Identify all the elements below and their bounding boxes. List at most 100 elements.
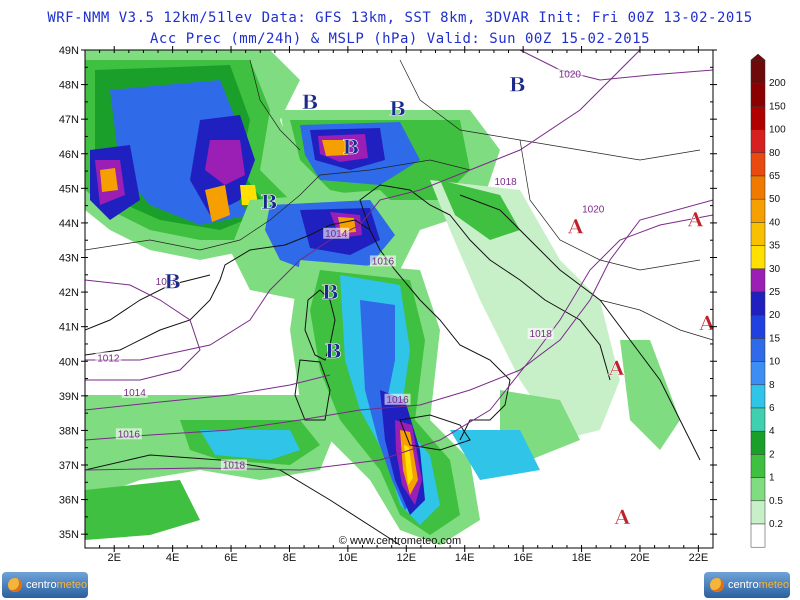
lat-tick-label: 38N: [59, 425, 79, 437]
lon-tick-label: 8E: [283, 552, 296, 564]
isobar-label: 1010: [156, 277, 179, 288]
lon-tick-label: 4E: [166, 552, 179, 564]
legend-swatch: [750, 175, 766, 200]
lat-tick-label: 46N: [59, 149, 79, 161]
legend-label: 1: [769, 473, 775, 484]
lat-tick-label: 43N: [59, 253, 79, 265]
isobar-label: 1016: [118, 429, 141, 440]
isobar-label-bg: [95, 352, 122, 364]
isobar-label-bg: [580, 203, 607, 215]
legend-swatch: [750, 430, 766, 455]
isobar-label: 1018: [223, 460, 246, 471]
lat-tick-label: 36N: [59, 495, 79, 507]
lat-tick-label: 48N: [59, 80, 79, 92]
legend-label: 6: [769, 403, 775, 414]
lon-tick-label: 22E: [689, 552, 709, 564]
lon-tick-label: 18E: [572, 552, 592, 564]
legend-swatch: [750, 291, 766, 316]
isobar-label-bg: [369, 255, 396, 267]
logo-text-left: centro: [26, 579, 57, 591]
legend-label: 8: [769, 380, 775, 391]
lat-tick-label: 37N: [59, 460, 79, 472]
legend-swatch: [750, 152, 766, 177]
legend-label: 40: [769, 217, 781, 228]
legend-label: 0.5: [769, 496, 783, 507]
legend-swatch: [750, 384, 766, 409]
legend-label: 15: [769, 333, 781, 344]
low-pressure-center: B: [322, 280, 339, 304]
sun-icon: [8, 578, 22, 592]
legend-swatch: [750, 222, 766, 246]
lon-tick-label: 20E: [630, 552, 650, 564]
high-pressure-center: A: [614, 505, 631, 529]
country-borders: [85, 59, 713, 341]
lat-tick-label: 42N: [59, 287, 79, 299]
watermark: © www.centrometeo.com: [339, 535, 461, 547]
isobar-label-bg: [323, 227, 350, 239]
high-pressure-center: A: [567, 214, 584, 238]
isobar-label: 1014: [124, 388, 147, 399]
isobar-label-bg: [153, 276, 180, 288]
lon-tick-label: 14E: [455, 552, 475, 564]
isobar-label: 1020: [582, 205, 605, 216]
isobar-lines: [85, 50, 713, 471]
lat-tick-label: 39N: [59, 391, 79, 403]
legend-swatch: [750, 523, 766, 548]
map-frame: [84, 49, 714, 549]
isobar-label: 1012: [97, 353, 120, 364]
legend-swatch: [750, 198, 766, 223]
legend-label: 35: [769, 241, 781, 252]
legend-swatch: [750, 59, 766, 84]
centrometeo-logo-left: centro meteo: [2, 572, 88, 598]
low-pressure-center: B: [342, 135, 359, 159]
precipitation-field: [85, 50, 680, 545]
high-pressure-center: A: [698, 311, 715, 335]
lat-tick-label: 45N: [59, 183, 79, 195]
high-pressure-center: A: [687, 207, 704, 231]
isobar-label-bg: [556, 68, 583, 80]
sun-icon: [710, 578, 724, 592]
legend-swatch: [750, 245, 766, 270]
lon-tick-label: 16E: [513, 552, 533, 564]
legend-label: 80: [769, 148, 781, 159]
legend-label: 10: [769, 357, 781, 368]
legend-label: 50: [769, 194, 781, 205]
legend-swatch: [750, 82, 766, 107]
low-pressure-center: B: [325, 339, 342, 363]
legend-label: 200: [769, 78, 786, 89]
logo-text-left-accent: meteo: [56, 579, 88, 591]
legend-label: 30: [769, 264, 781, 275]
isobar-label: 1018: [530, 329, 553, 340]
lon-tick-label: 10E: [338, 552, 358, 564]
legend-swatch: [750, 314, 766, 339]
legend-label: 20: [769, 310, 781, 321]
high-pressure-center: A: [608, 356, 625, 380]
map-area: 1020 1020 1018 1016 1014 1010 1012 1014 1016 1016…: [85, 50, 715, 548]
legend-swatch: [750, 361, 766, 386]
isobar-label: 1016: [372, 256, 395, 267]
legend-label: 0.2: [769, 519, 783, 530]
isobar-label: 1020: [559, 70, 582, 81]
low-pressure-center: B: [261, 190, 278, 214]
low-pressure-center: B: [164, 270, 181, 294]
lat-tick-label: 41N: [59, 322, 79, 334]
lat-tick-label: 44N: [59, 218, 79, 230]
title-line-1: WRF-NMM V3.5 12km/51lev Data: GFS 13km, …: [47, 10, 753, 26]
isobar-labels: 1020 1020 1018 1016 1014 1010 1012 1014 1016 1016…: [95, 68, 607, 471]
legend-label: 150: [769, 101, 786, 112]
precip-legend: 200 150 100 80 65 50 40 35 30 25 20 15 10 8 6 4 2 1 0.5 0.2: [750, 53, 786, 548]
lon-tick-label: 6E: [224, 552, 237, 564]
isobar-label: 1014: [325, 229, 348, 240]
logo-text-right-accent: meteo: [758, 579, 790, 591]
lat-tick-label: 49N: [59, 45, 79, 57]
isobar-label-bg: [115, 428, 142, 440]
isobar-label-bg: [121, 386, 148, 398]
legend-swatch: [750, 407, 766, 432]
centrometeo-logo-right: centro meteo: [704, 572, 790, 598]
lon-tick-label: 2E: [107, 552, 120, 564]
low-pressure-center: B: [389, 97, 406, 121]
lon-tick-label: 12E: [397, 552, 417, 564]
isobar-label: 1018: [494, 177, 517, 188]
legend-label: 100: [769, 125, 786, 136]
